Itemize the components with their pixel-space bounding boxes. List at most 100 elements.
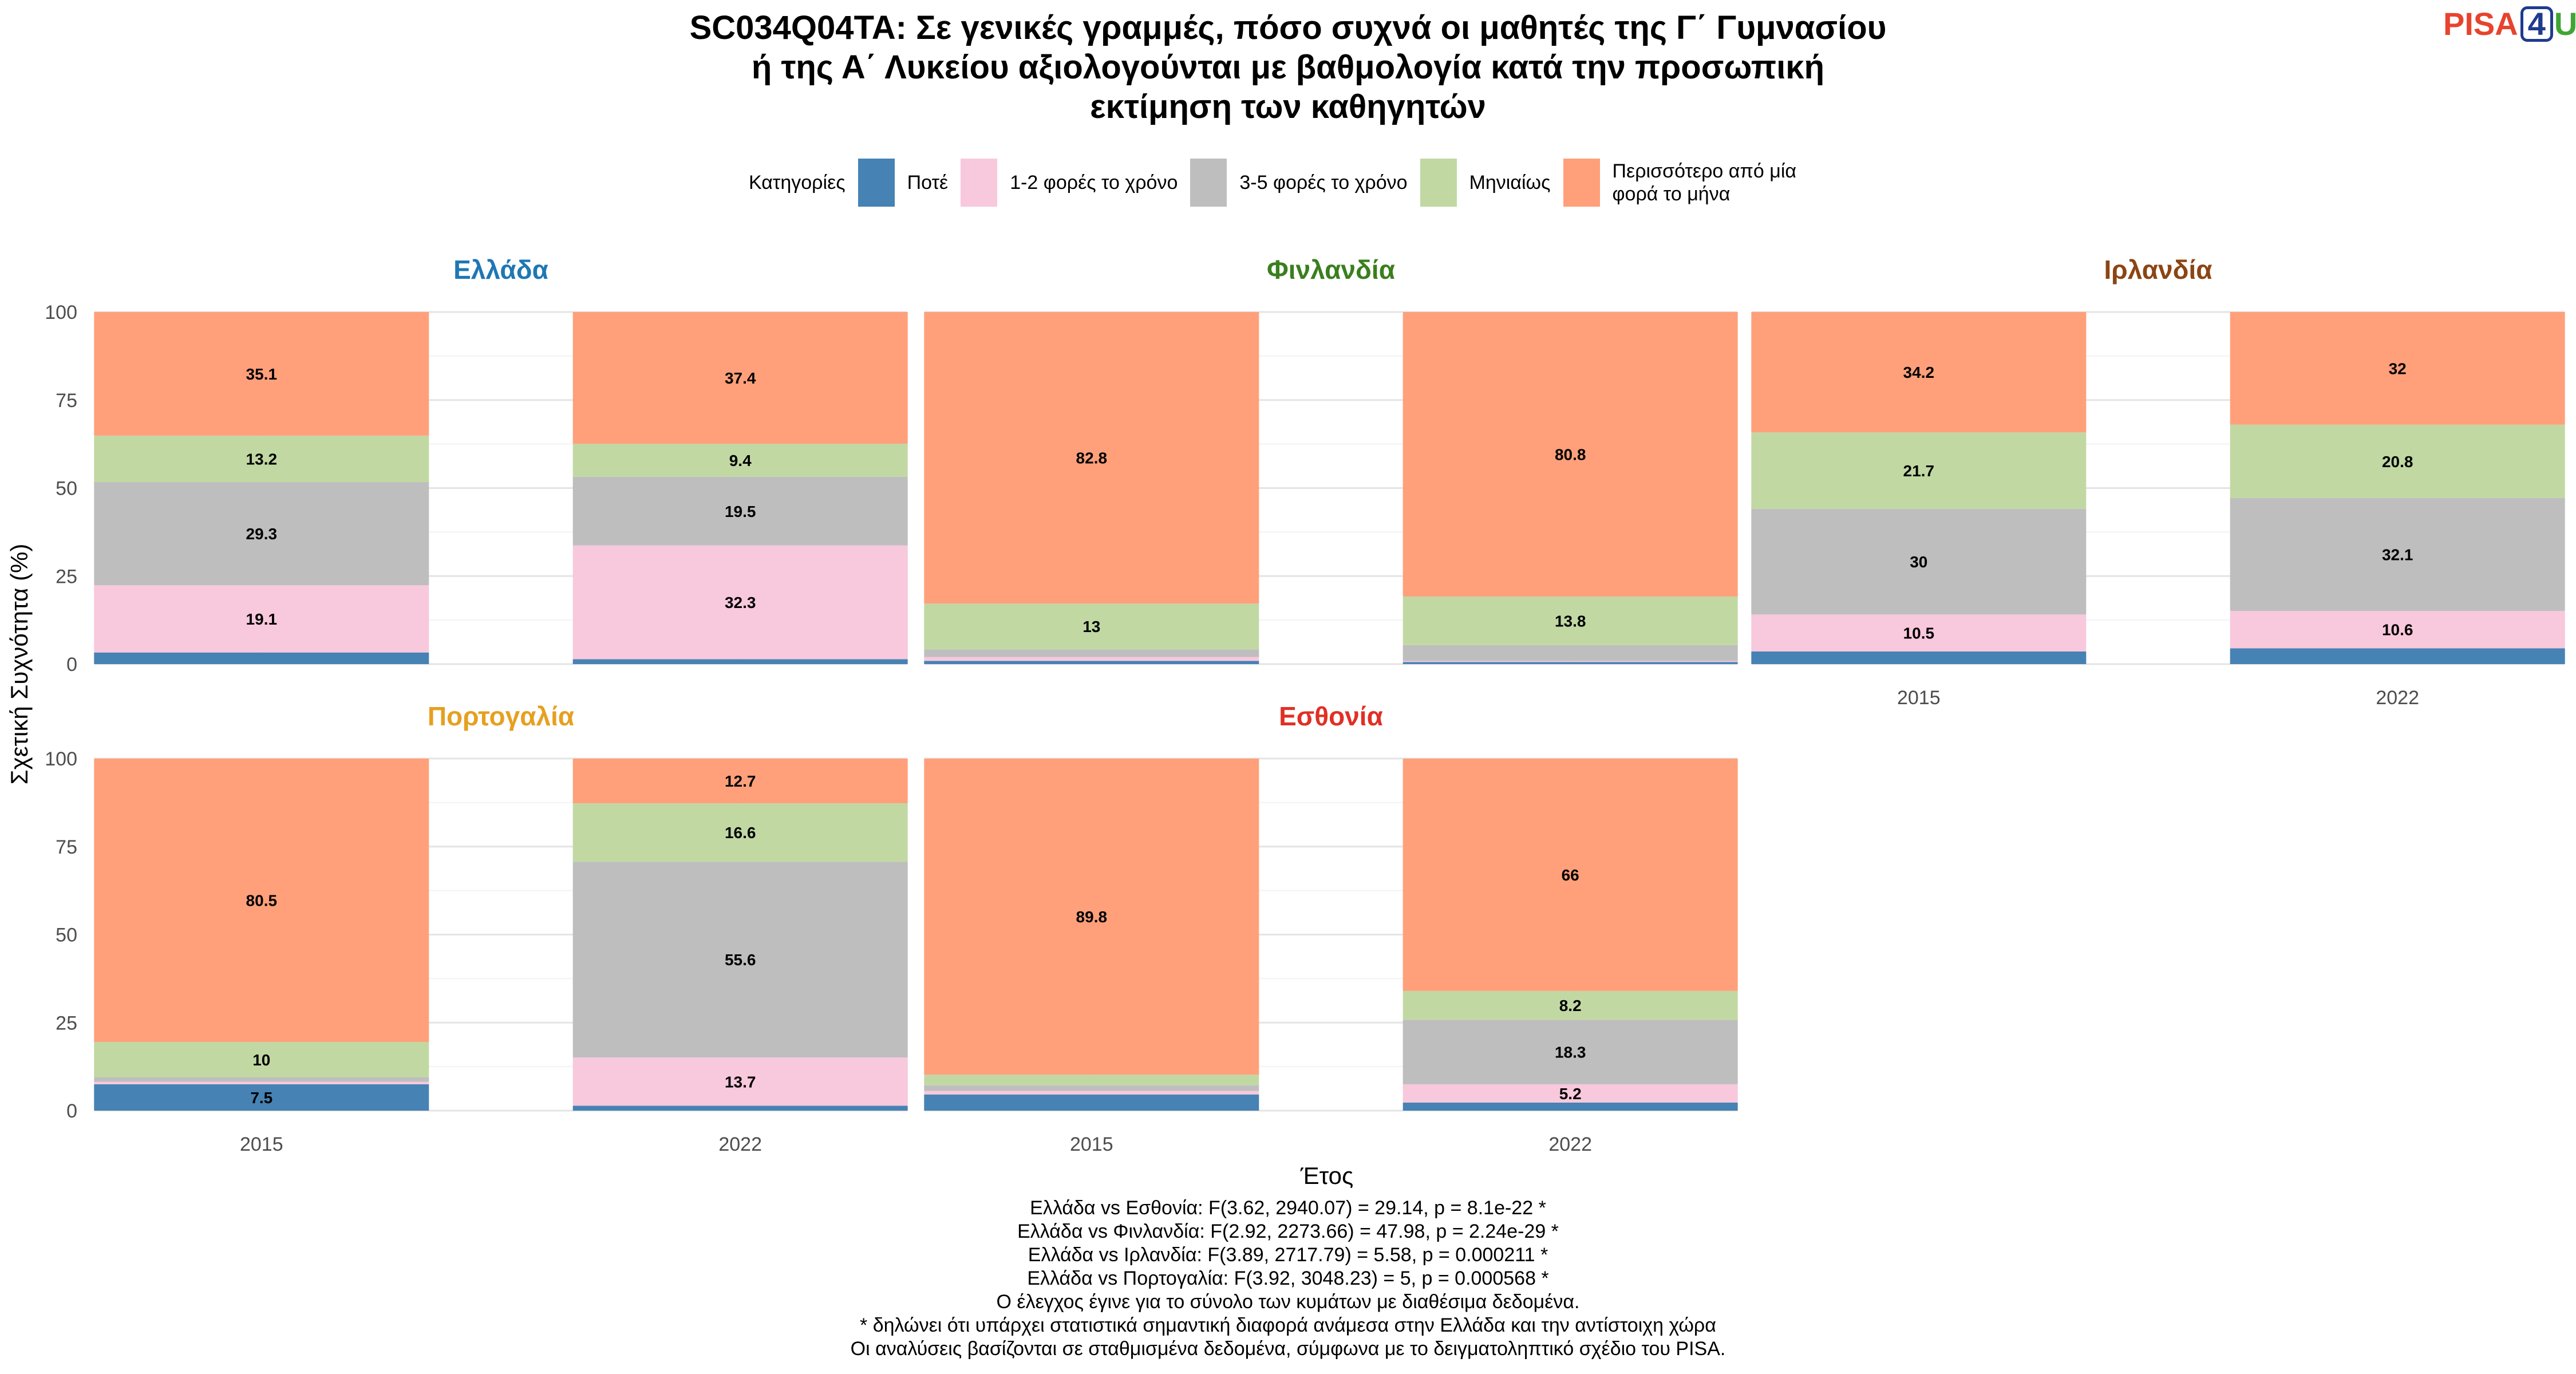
- bar-segment: [572, 759, 908, 804]
- data-label: 37.4: [725, 369, 756, 387]
- data-label: 35.1: [246, 365, 278, 383]
- data-label: 30: [1910, 553, 1927, 571]
- bar-segment: [94, 1042, 429, 1077]
- bar-segment: [1402, 661, 1738, 662]
- y-tick-label: 0: [66, 1100, 77, 1122]
- bar-segment: [1402, 662, 1738, 664]
- data-label: 9.4: [729, 452, 752, 469]
- bar-segment: [1751, 508, 2087, 615]
- x-axis-title: Έτος: [1300, 1162, 1354, 1189]
- bar-segment: [1402, 312, 1738, 597]
- data-label: 55.6: [725, 951, 756, 969]
- y-tick-label: 50: [56, 925, 77, 946]
- bar-segment: [2230, 498, 2565, 611]
- data-label: 13.2: [246, 450, 278, 468]
- legend-item-1-2-times: 1-2 φορές το χρόνο: [961, 159, 1178, 207]
- legend-swatch-monthly: [1420, 159, 1457, 207]
- bar-segment: [94, 435, 429, 483]
- note-line: Ελλάδα vs Πορτογαλία: F(3.92, 3048.23) =…: [1027, 1268, 1549, 1289]
- logo-text-u: U: [2554, 6, 2576, 42]
- legend-swatch-more-than-monthly: [1563, 159, 1600, 207]
- bar-segment: [924, 1094, 1259, 1111]
- bar-segment: [2230, 312, 2565, 425]
- bar-segment: [1402, 1084, 1738, 1103]
- bar-segment: [2230, 648, 2565, 664]
- y-axis-title: Σχετική Συχνότητα (%): [6, 544, 33, 785]
- data-label: 16.6: [725, 824, 756, 842]
- data-label: 29.3: [246, 525, 278, 543]
- title-line: SC034Q04TA: Σε γενικές γραμμές, πόσο συχ…: [689, 9, 1887, 46]
- bar-segment: [924, 661, 1259, 664]
- bar-segment: [1751, 651, 2087, 664]
- data-label: 18.3: [1555, 1044, 1586, 1061]
- note-line: Ο έλεγχος έγινε για το σύνολο των κυμάτω…: [996, 1291, 1580, 1313]
- bar-segment: [1751, 614, 2087, 652]
- data-label: 10: [252, 1051, 270, 1069]
- data-label: 80.8: [1555, 445, 1586, 463]
- legend-label-never: Ποτέ: [907, 172, 949, 194]
- bar-segment: [924, 657, 1259, 661]
- data-label: 66: [1562, 866, 1579, 884]
- bar-segment: [572, 862, 908, 1058]
- y-tick-label: 75: [56, 836, 77, 858]
- data-label: 32: [2389, 360, 2407, 377]
- bar-segment: [572, 1057, 908, 1106]
- bar-segment: [94, 585, 429, 653]
- bar-segment: [572, 803, 908, 862]
- bar-segment: [94, 652, 429, 664]
- y-tick-label: 100: [45, 748, 77, 770]
- bar-segment: [94, 1077, 429, 1082]
- bar-segment: [2230, 424, 2565, 498]
- note-line: Ελλάδα vs Ιρλανδία: F(3.89, 2717.79) = 5…: [1028, 1244, 1548, 1266]
- legend-label-more-than-monthly: Περισσότερο από μία φορά το μήνα: [1612, 160, 1797, 205]
- bar-segment: [924, 603, 1259, 650]
- data-label: 13: [1082, 618, 1100, 635]
- bar-segment: [1402, 1020, 1738, 1084]
- legend-label-monthly: Μηνιαίως: [1469, 172, 1551, 194]
- x-tick-label: 2022: [1548, 1134, 1592, 1155]
- legend-label-1-2-times: 1-2 φορές το χρόνο: [1010, 172, 1178, 194]
- bar-segment: [924, 1075, 1259, 1085]
- data-label: 10.6: [2382, 621, 2413, 639]
- bar-segment: [924, 312, 1259, 604]
- bar-segment: [924, 759, 1259, 1075]
- chart-title: SC034Q04TA: Σε γενικές γραμμές, πόσο συχ…: [487, 8, 2089, 127]
- data-label: 32.3: [725, 594, 756, 611]
- data-label: 13.7: [725, 1073, 756, 1091]
- bar-segment: [2230, 611, 2565, 649]
- data-label: 7.5: [250, 1089, 272, 1107]
- bar-segment: [94, 1081, 429, 1084]
- y-tick-label: 100: [45, 302, 77, 323]
- data-label: 34.2: [1903, 364, 1935, 381]
- data-label: 10.5: [1903, 625, 1935, 642]
- panel-title: Φινλανδία: [1267, 255, 1395, 285]
- bar-segment: [1402, 990, 1738, 1020]
- legend-item-monthly: Μηνιαίως: [1420, 159, 1551, 207]
- bar-segment: [572, 444, 908, 477]
- bar-segment: [924, 1091, 1259, 1095]
- data-label: 5.2: [1559, 1085, 1582, 1103]
- x-tick-label: 2022: [2376, 687, 2419, 709]
- legend-title: Κατηγορίες: [749, 171, 846, 194]
- legend-item-3-5-times: 3-5 φορές το χρόνο: [1190, 159, 1408, 207]
- bar-segment: [572, 312, 908, 444]
- bar-segment: [1402, 759, 1738, 991]
- legend-swatch-never: [858, 159, 895, 207]
- data-label: 89.8: [1076, 908, 1108, 926]
- bar-segment: [572, 476, 908, 546]
- bar-segment: [94, 312, 429, 436]
- y-tick-label: 25: [56, 1012, 77, 1034]
- y-tick-label: 50: [56, 478, 77, 500]
- legend-swatch-3-5-times: [1190, 159, 1227, 207]
- legend: Κατηγορίες Ποτέ 1-2 φορές το χρόνο 3-5 φ…: [749, 159, 1831, 207]
- panel-title: Πορτογαλία: [428, 701, 574, 731]
- data-label: 20.8: [2382, 453, 2413, 471]
- bar-segment: [94, 759, 429, 1043]
- bar-segment: [1402, 596, 1738, 645]
- panel-title: Ιρλανδία: [2104, 255, 2212, 285]
- note-line: Οι αναλύσεις βασίζονται σε σταθμισμένα δ…: [850, 1338, 1726, 1360]
- note-line: Ελλάδα vs Φινλανδία: F(2.92, 2273.66) = …: [1017, 1221, 1559, 1242]
- bar-segment: [572, 1105, 908, 1111]
- data-label: 82.8: [1076, 449, 1108, 467]
